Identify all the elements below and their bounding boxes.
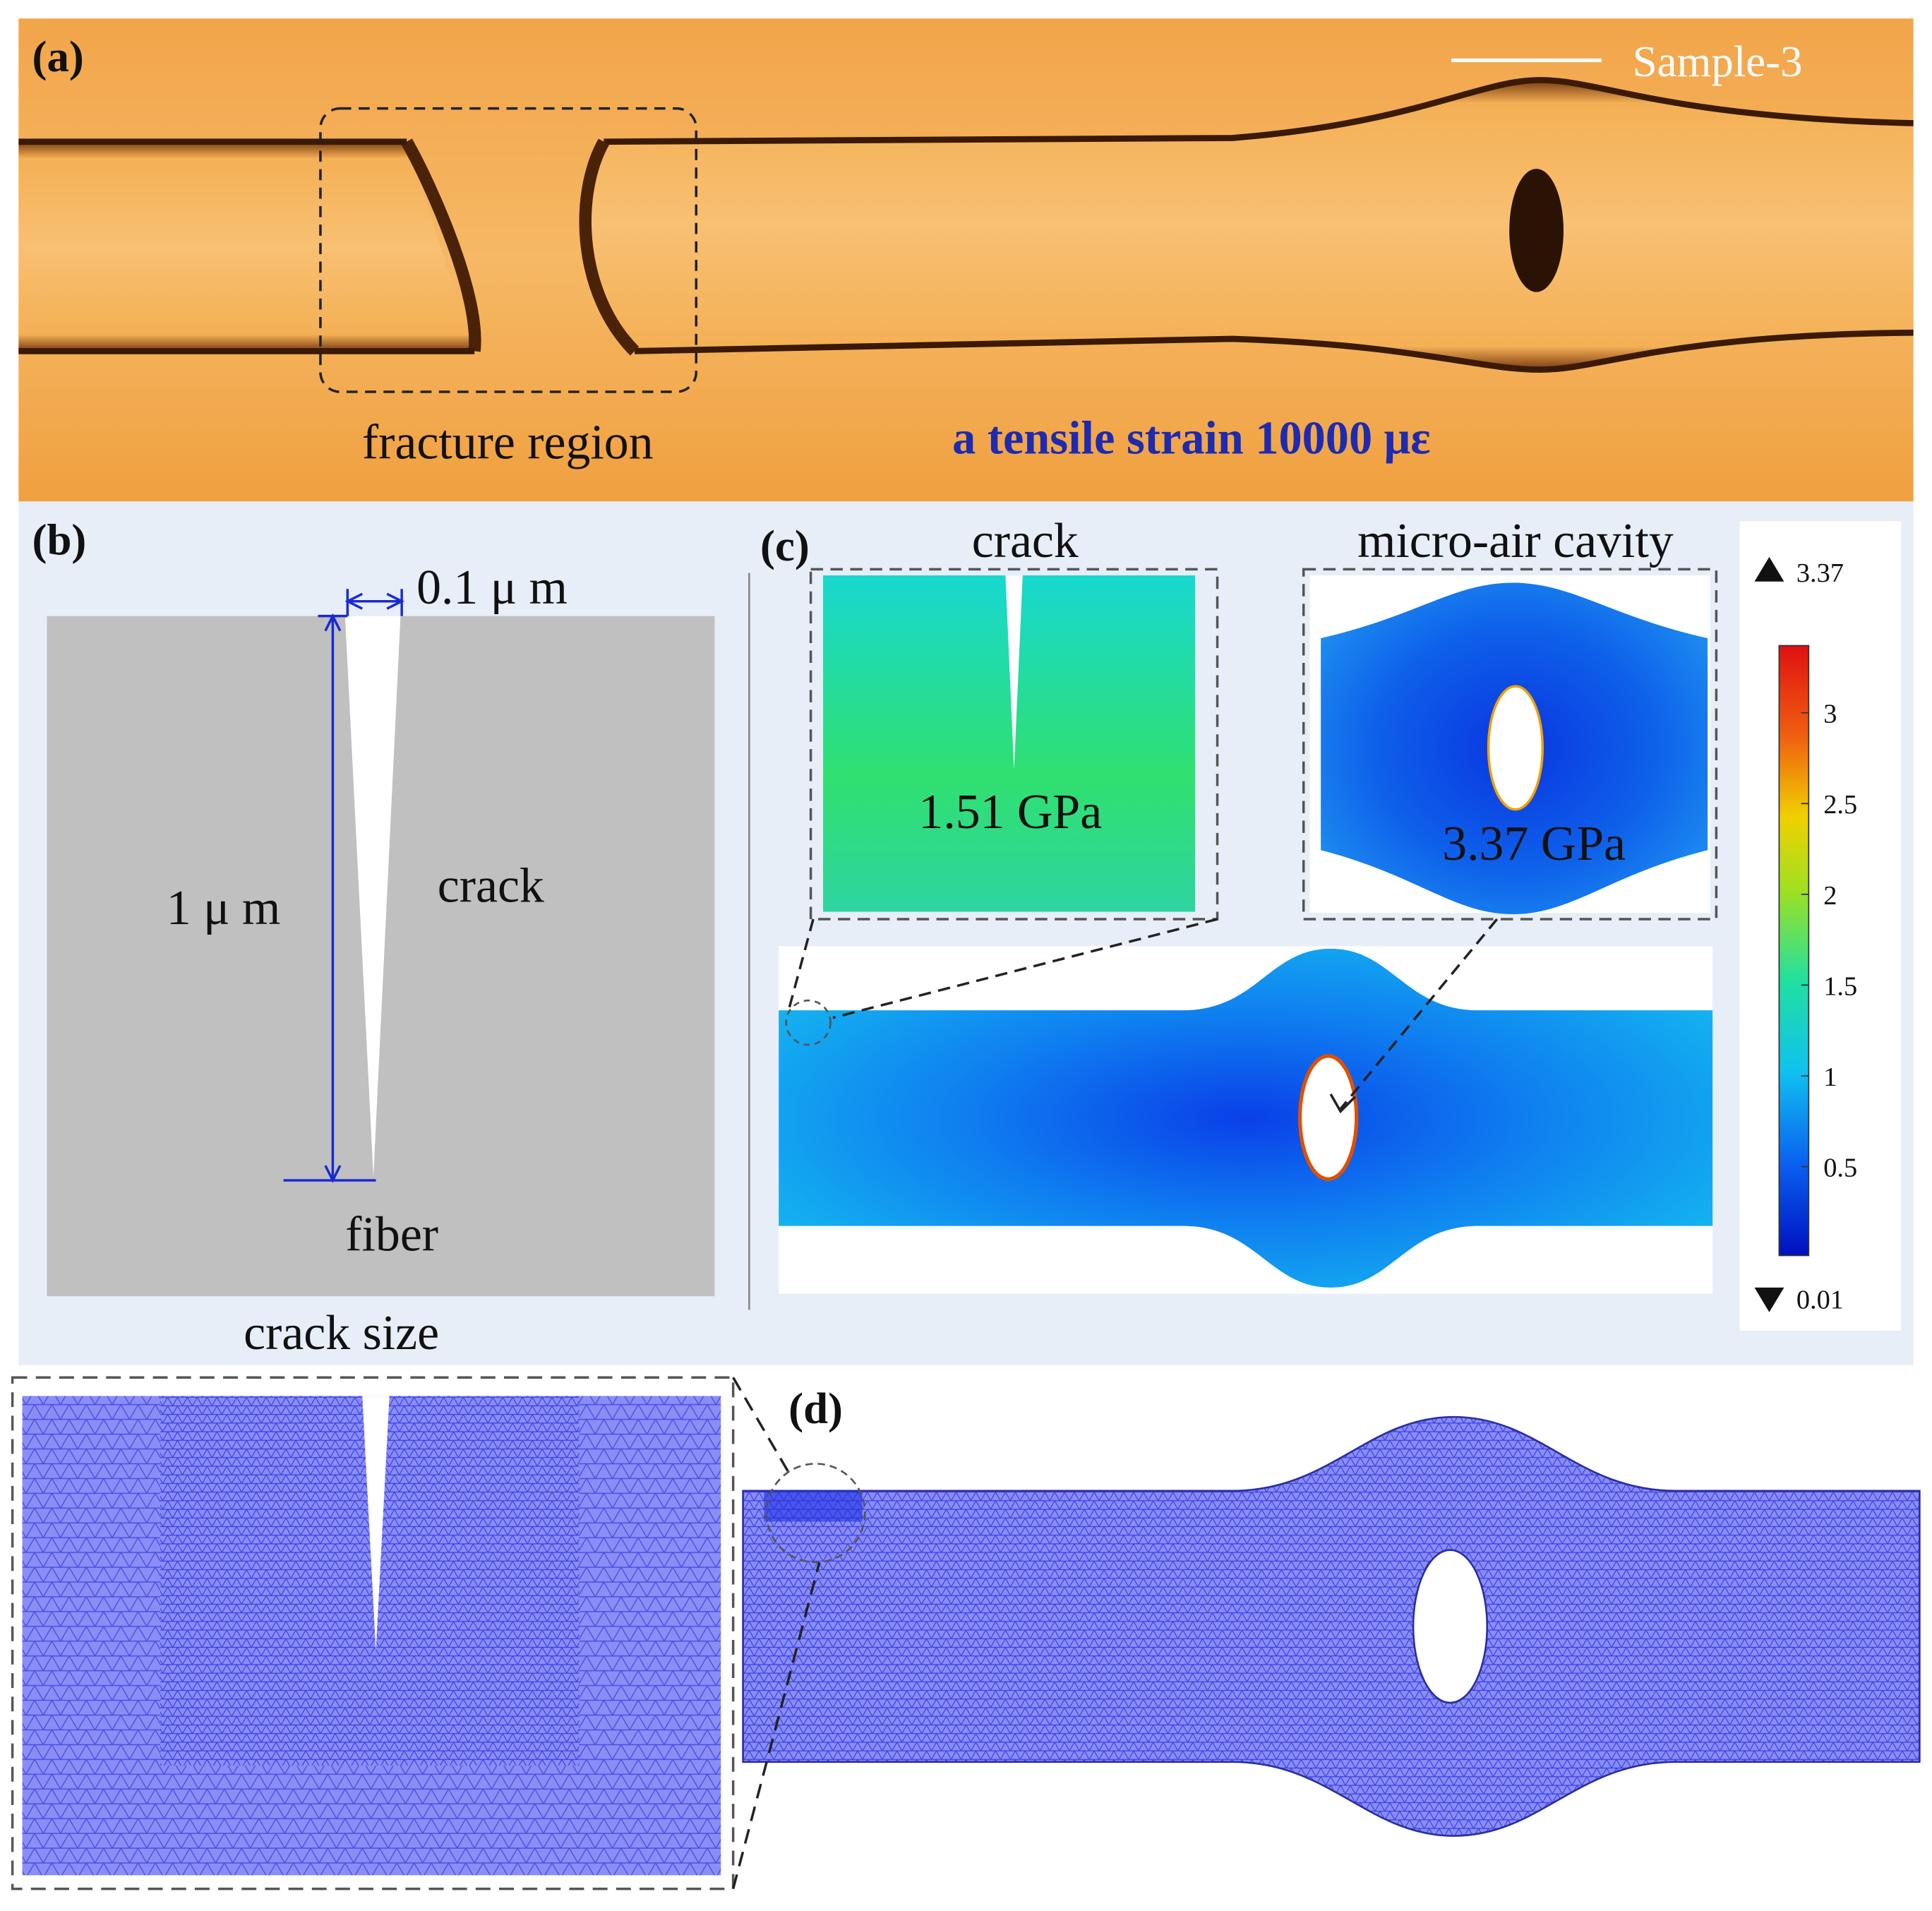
min-marker <box>1754 1287 1784 1312</box>
fracture-face-right <box>579 138 640 356</box>
fiber-mesh <box>742 1415 1921 1837</box>
air-cavity <box>1509 169 1564 292</box>
caption: crack size <box>244 1306 439 1360</box>
fiber-edge <box>634 329 1914 373</box>
colorbar-tick-label: 1.5 <box>1823 971 1857 1001</box>
arrow-head <box>1329 1093 1357 1114</box>
fiber-right <box>585 80 1914 370</box>
colorbar-bar <box>1778 645 1810 1257</box>
air-cavity <box>1412 1549 1489 1704</box>
max-marker <box>1754 556 1784 582</box>
fiber-edge <box>18 138 475 354</box>
air-cavity <box>1297 1054 1359 1181</box>
colorbar-max: 3.37 <box>1796 558 1844 588</box>
inset-title: micro-air cavity <box>1357 514 1674 568</box>
inset-box <box>809 568 1219 921</box>
colorbar-tick-label: 0.5 <box>1823 1153 1857 1182</box>
panel-label: (a) <box>32 32 84 81</box>
colorbar-min: 0.01 <box>1796 1286 1844 1315</box>
crack-shape <box>1005 575 1023 770</box>
stress-label: 1.51 GPa <box>918 785 1102 839</box>
fiber-stress-map <box>779 948 1713 1288</box>
colorbar: 3 2.5 2 1.5 1 0.5 3.37 0.01 <box>1754 556 1857 1315</box>
fracture-face-left <box>401 138 481 352</box>
length-label: 1 μ m <box>167 881 281 935</box>
inset-title: crack <box>972 514 1079 568</box>
width-label: 0.1 μ m <box>416 561 568 615</box>
dimension-lines <box>283 589 405 1183</box>
zoom-lines <box>731 1377 821 1890</box>
panel-label: (d) <box>788 1384 843 1433</box>
colorbar-background <box>1739 521 1902 1331</box>
colorbar-tick-label: 1 <box>1823 1062 1837 1092</box>
fiber-label: fiber <box>345 1208 438 1262</box>
air-cavity <box>1487 685 1544 811</box>
fracture-box <box>319 107 698 393</box>
zoom-circle <box>765 1463 866 1564</box>
strain-label: a tensile strain 10000 με <box>952 412 1430 464</box>
crack-shape <box>344 616 401 1177</box>
colorbar-tick-label: 3 <box>1823 700 1837 729</box>
stress-label: 3.37 GPa <box>1442 817 1626 871</box>
fiber-left <box>18 141 475 352</box>
region-label: fracture region <box>362 415 654 469</box>
colorbar-tick-label: 2.5 <box>1823 790 1857 820</box>
crack-label: crack <box>438 859 544 913</box>
crack-shape <box>362 1396 390 1651</box>
inset-box <box>11 1376 735 1891</box>
panel-label: (b) <box>32 515 87 564</box>
zoom-lines <box>787 918 1499 1110</box>
zoom-circle <box>785 999 832 1046</box>
colorbar-tick-label: 2 <box>1823 881 1837 911</box>
inset-box <box>1302 568 1718 921</box>
scale-label: Sample-3 <box>1633 37 1803 86</box>
fiber-edge <box>604 77 1914 145</box>
crack-mesh <box>764 1490 863 1522</box>
panel-label: (c) <box>760 521 810 570</box>
